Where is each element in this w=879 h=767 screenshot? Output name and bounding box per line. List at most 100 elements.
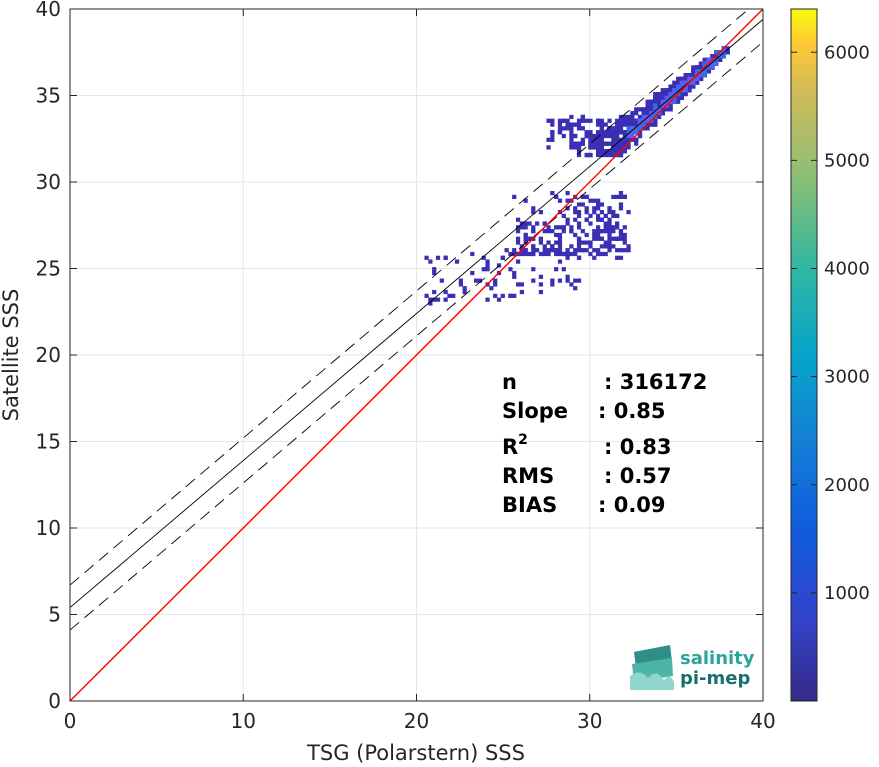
- density-cell: [531, 251, 536, 257]
- density-cell: [428, 259, 433, 264]
- density-cell: [615, 194, 620, 200]
- density-cell: [595, 149, 601, 154]
- density-cell: [599, 137, 605, 142]
- density-cell: [626, 122, 631, 127]
- density-cell: [561, 229, 566, 234]
- density-cell: [676, 95, 681, 101]
- density-cell: [672, 80, 677, 85]
- density-cell: [660, 92, 665, 97]
- colorbar-ticks: 1000 2000 3000 4000 5000 6000: [791, 42, 870, 604]
- density-cell: [615, 118, 620, 123]
- density-cell: [706, 57, 711, 62]
- density-cell: [573, 232, 578, 238]
- density-cell: [531, 229, 536, 234]
- density-cell: [512, 270, 517, 276]
- density-cell: [580, 114, 585, 120]
- density-cell: [710, 53, 715, 59]
- density-cell: [611, 145, 616, 150]
- density-cell: [622, 141, 627, 146]
- density-cell: [595, 133, 601, 139]
- density-cell: [664, 107, 669, 112]
- density-cell: [626, 244, 631, 249]
- stat-label: BIAS: [502, 493, 557, 517]
- density-cell: [599, 251, 605, 257]
- density-cell: [687, 84, 692, 89]
- density-cell: [592, 229, 597, 234]
- density-cell: [691, 80, 696, 85]
- density-cell: [607, 248, 612, 253]
- density-cell: [615, 248, 620, 253]
- density-cell: [607, 126, 612, 131]
- density-cell: [588, 251, 593, 257]
- density-cell: [603, 244, 608, 249]
- density-cell: [653, 107, 658, 112]
- stat-label-superscript: 2: [518, 432, 528, 448]
- density-cell: [710, 65, 715, 70]
- density-cell: [615, 149, 620, 154]
- density-cell: [588, 213, 593, 219]
- density-cell: [588, 141, 593, 146]
- colorbar-tick-label: 3000: [824, 367, 870, 388]
- density-cell: [447, 293, 452, 298]
- density-cell: [508, 251, 513, 257]
- density-cell: [550, 278, 555, 283]
- density-cell: [687, 73, 692, 78]
- density-cell: [550, 282, 555, 287]
- density-cell: [504, 248, 509, 253]
- density-cell: [706, 69, 711, 74]
- density-cell: [683, 73, 688, 78]
- density-cell: [645, 107, 650, 112]
- density-cell: [656, 114, 662, 120]
- density-cell: [561, 225, 566, 230]
- density-cell: [607, 221, 612, 226]
- density-cell: [725, 50, 730, 55]
- density-cell: [611, 141, 616, 146]
- density-cell: [618, 236, 624, 241]
- density-cell: [615, 225, 620, 230]
- density-cell: [527, 251, 532, 257]
- density-cell: [599, 141, 605, 146]
- density-cell: [595, 229, 601, 234]
- density-cell: [584, 248, 589, 253]
- density-cell: [595, 232, 601, 238]
- density-cell: [603, 251, 608, 257]
- density-cell: [683, 92, 688, 97]
- density-cell: [546, 251, 551, 257]
- density-cell: [500, 293, 505, 298]
- density-cell: [580, 194, 585, 200]
- density-cell: [714, 57, 719, 62]
- density-cell: [576, 202, 582, 207]
- density-cell: [615, 137, 620, 142]
- density-cell: [599, 126, 605, 131]
- stat-value: : 316172: [604, 370, 707, 394]
- density-cell: [626, 118, 631, 123]
- density-cell: [679, 95, 685, 101]
- density-cell: [603, 141, 608, 146]
- y-tick-label: 20: [36, 343, 61, 367]
- density-cell: [573, 141, 578, 146]
- density-cell: [599, 145, 605, 150]
- density-cell: [603, 133, 608, 139]
- density-cell: [637, 114, 643, 120]
- density-cell: [653, 122, 658, 127]
- density-cell: [546, 137, 551, 142]
- density-cell: [630, 122, 635, 127]
- stat-value: : 0.09: [598, 493, 666, 517]
- identity-line: [70, 9, 763, 701]
- density-cell: [668, 107, 673, 112]
- density-cell: [576, 145, 582, 150]
- density-cell: [668, 92, 673, 97]
- density-cell: [607, 244, 612, 249]
- density-cell: [611, 213, 616, 219]
- y-tick-label: 30: [36, 170, 61, 194]
- density-cell: [611, 229, 616, 234]
- density-cell: [592, 206, 597, 211]
- density-cell: [668, 88, 673, 93]
- density-cell: [607, 236, 612, 241]
- density-cell: [622, 118, 627, 123]
- density-cell: [576, 236, 582, 241]
- density-cell: [557, 126, 563, 131]
- density-cell: [424, 255, 429, 260]
- density-cell: [607, 133, 612, 139]
- y-tick-label: 0: [48, 689, 61, 713]
